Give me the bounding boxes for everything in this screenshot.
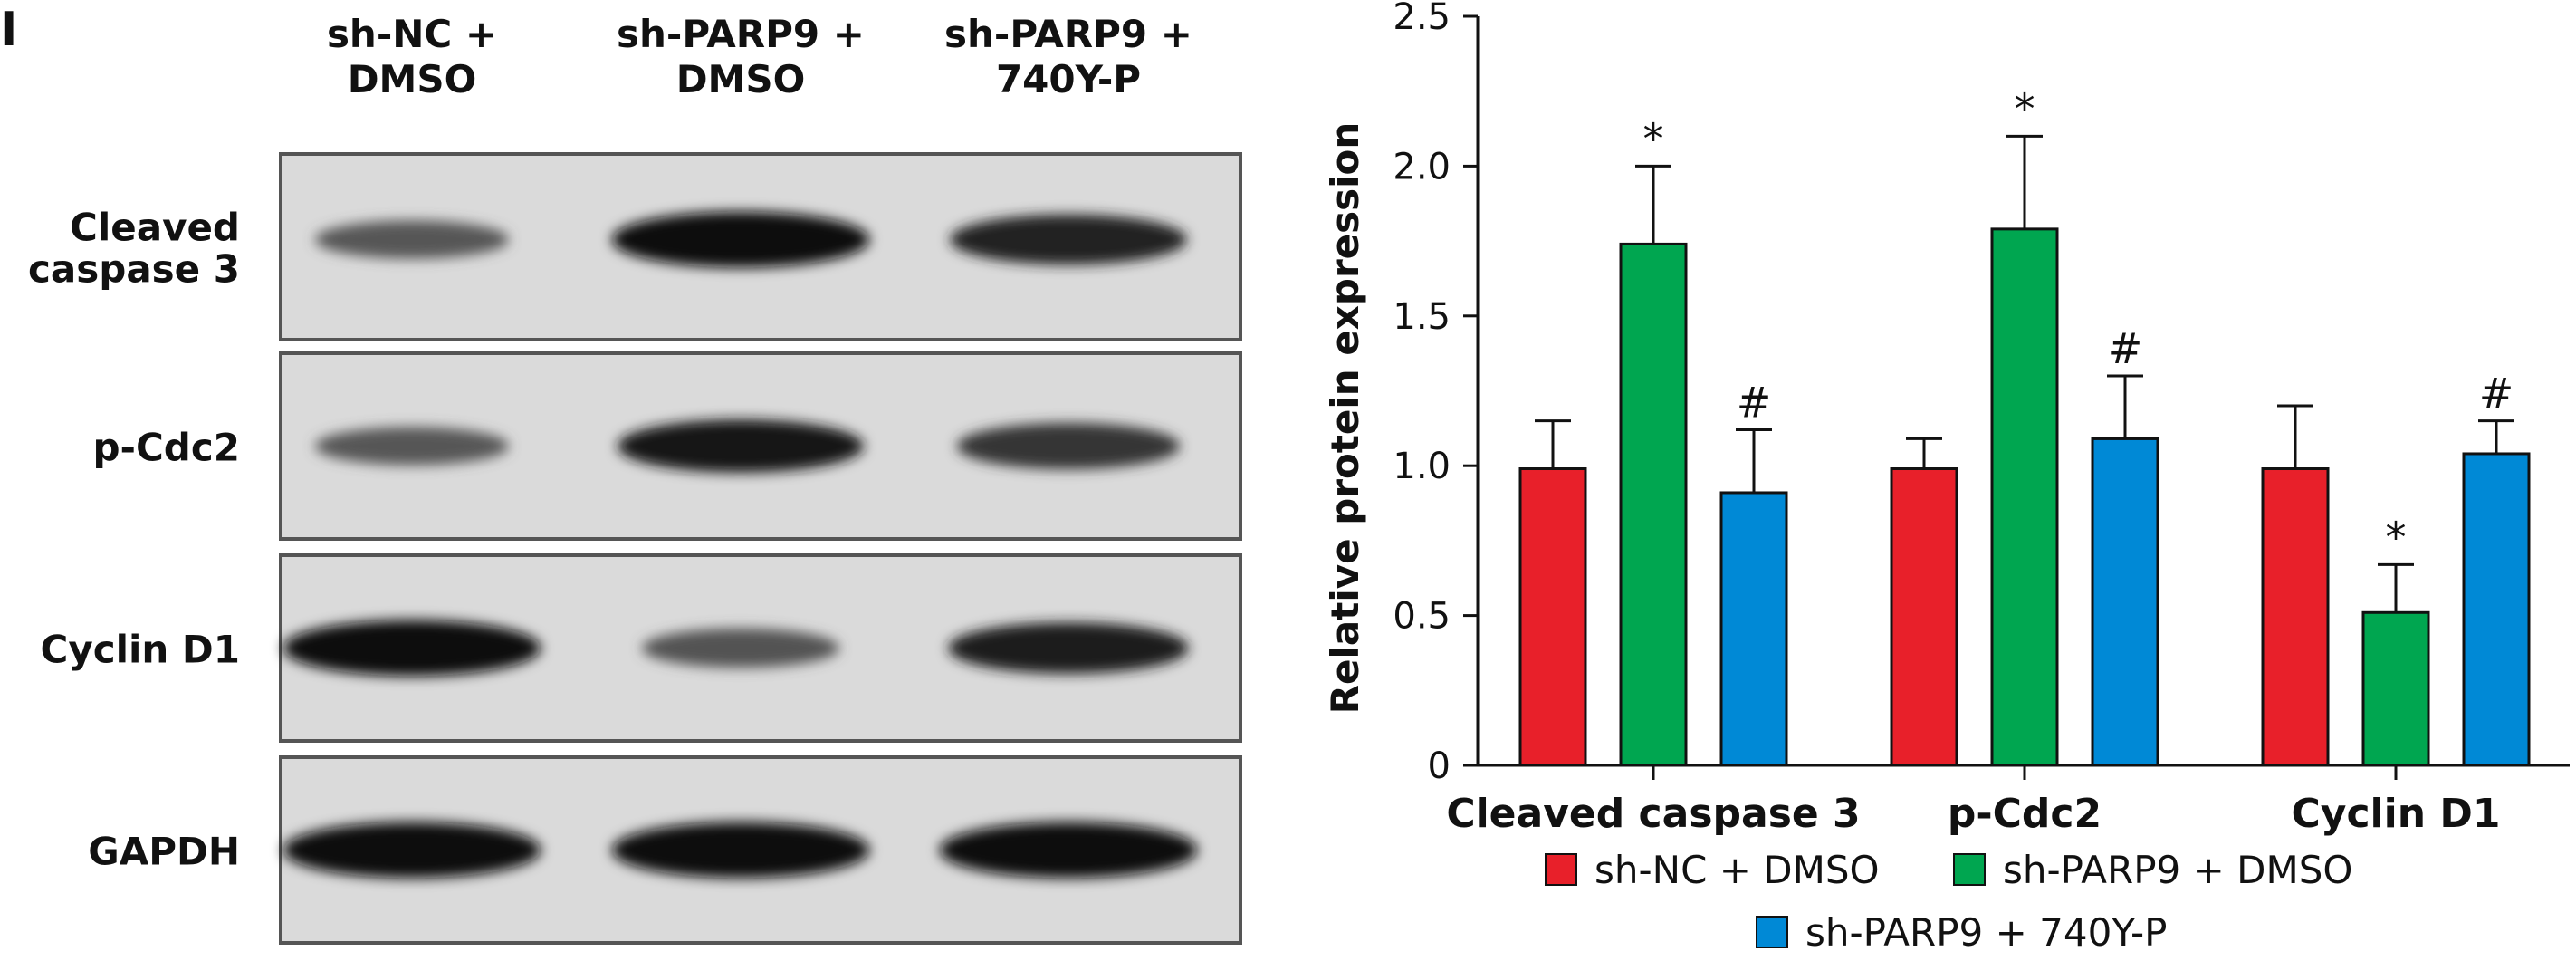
lane-header-line: sh-PARP9 + xyxy=(617,12,865,56)
blot-row-label: p-Cdc2 xyxy=(92,426,240,470)
blot-band xyxy=(641,628,840,668)
significance-mark: * xyxy=(2015,84,2035,133)
y-tick-label: 2.0 xyxy=(1393,146,1451,187)
y-tick-label: 2.5 xyxy=(1393,0,1451,38)
y-tick-label: 0.5 xyxy=(1393,596,1451,638)
blot-row-label: Cyclin D1 xyxy=(41,628,241,672)
significance-mark: * xyxy=(1643,114,1664,163)
y-tick-label: 1.5 xyxy=(1393,296,1451,338)
legend-swatch xyxy=(1545,853,1577,886)
significance-mark: # xyxy=(2108,324,2143,373)
bar xyxy=(2091,437,2159,767)
legend-swatch xyxy=(1953,853,1986,886)
bar-chart: 0 0.5 1.0 1.5 2.0 2.5 Relative protein express… xyxy=(1323,0,2570,955)
y-tick-label: 0 xyxy=(1428,745,1451,787)
blot-band xyxy=(948,622,1189,674)
bar xyxy=(2462,452,2531,767)
significance-mark: # xyxy=(2479,370,2514,418)
blot-band xyxy=(950,214,1187,265)
bar xyxy=(1719,491,1788,767)
x-tick-label: p-Cdc2 xyxy=(1948,791,2102,837)
y-tick-label: 1.0 xyxy=(1393,446,1451,487)
lane-header-line: 740Y-P xyxy=(996,57,1141,101)
blot-band xyxy=(611,822,870,879)
lane-header-line: DMSO xyxy=(676,57,806,101)
significance-mark: * xyxy=(2386,513,2407,562)
x-tick-label: Cyclin D1 xyxy=(2292,791,2501,837)
bar xyxy=(1890,467,1958,767)
blot-band xyxy=(617,419,865,473)
blot-row-label: Cleaved xyxy=(70,206,240,250)
blot-band xyxy=(314,220,510,259)
bar xyxy=(1619,242,1688,767)
blot-band xyxy=(956,422,1181,470)
lane-header-line: sh-NC + xyxy=(327,12,497,56)
legend-label: sh-NC + DMSO xyxy=(1594,848,1880,892)
lane-header-line: DMSO xyxy=(348,57,477,101)
blot-band xyxy=(282,822,541,879)
blot-band xyxy=(611,211,870,268)
y-axis-label: Relative protein expression xyxy=(1323,122,1367,715)
legend-swatch xyxy=(1756,916,1788,948)
legend-label: sh-PARP9 + DMSO xyxy=(2003,848,2352,892)
blot-band xyxy=(282,620,541,677)
legend-label: sh-PARP9 + 740Y-P xyxy=(1805,910,2167,955)
x-tick-label: Cleaved caspase 3 xyxy=(1446,791,1860,837)
panel-label: I xyxy=(0,3,17,57)
significance-mark: # xyxy=(1737,379,1772,428)
bar xyxy=(1518,467,1587,767)
blot-row-label: caspase 3 xyxy=(28,247,240,292)
blot-band xyxy=(314,427,510,466)
bar xyxy=(2361,610,2430,767)
blot-row-label: GAPDH xyxy=(88,830,240,874)
bar xyxy=(1990,227,2059,767)
lane-header-line: sh-PARP9 + xyxy=(944,12,1192,56)
blot-band xyxy=(939,822,1198,879)
bar xyxy=(2261,467,2330,767)
